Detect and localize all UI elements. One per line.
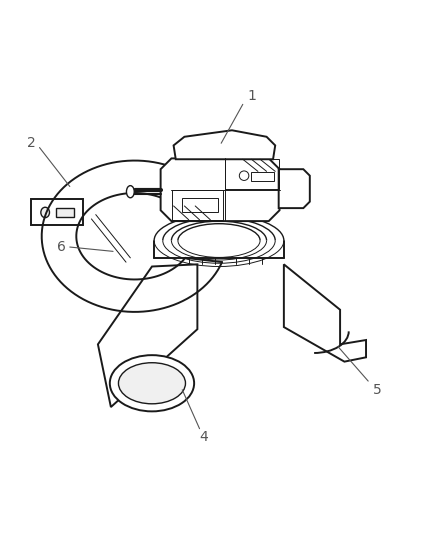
Ellipse shape: [41, 207, 49, 217]
Polygon shape: [284, 264, 366, 361]
Text: 4: 4: [199, 430, 208, 445]
Ellipse shape: [127, 185, 134, 198]
Polygon shape: [56, 208, 74, 217]
Text: 2: 2: [27, 136, 35, 150]
Polygon shape: [173, 130, 275, 159]
Polygon shape: [279, 169, 310, 208]
Text: 6: 6: [57, 240, 66, 254]
Polygon shape: [42, 160, 222, 312]
Polygon shape: [98, 264, 198, 407]
Text: 5: 5: [372, 383, 381, 397]
Ellipse shape: [110, 355, 194, 411]
Text: 1: 1: [247, 88, 256, 103]
Ellipse shape: [118, 363, 185, 404]
Polygon shape: [161, 158, 279, 221]
Polygon shape: [31, 199, 83, 225]
